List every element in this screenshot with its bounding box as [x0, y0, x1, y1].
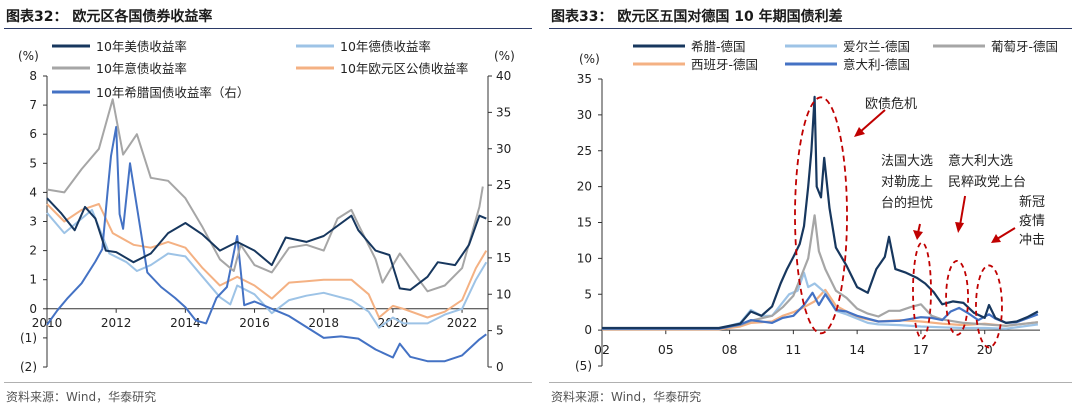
x-tick-label: 02 — [594, 342, 610, 357]
y-tick-label: 0 — [584, 323, 592, 337]
covid-arrow — [996, 227, 1016, 240]
right-tick-label: 35 — [496, 105, 511, 119]
series-line — [602, 271, 1039, 330]
figure-32-source-rule — [4, 382, 532, 383]
series-line — [46, 208, 488, 329]
y-tick-label: 30 — [577, 108, 592, 122]
bond-yield-chart: (%) (%)876543210(1)(2)4035302520151050201… — [18, 39, 515, 374]
x-tick-label: 2020 — [378, 316, 409, 330]
left-tick-label: 3 — [29, 215, 37, 229]
left-tick-label: 4 — [29, 185, 37, 199]
french-election-label: 台的担忧 — [881, 195, 933, 211]
series-line — [46, 197, 487, 291]
left-axis-unit: (%) — [18, 49, 39, 63]
right-axis-unit: (%) — [494, 49, 515, 63]
legend-label: 10年意债收益率 — [96, 61, 187, 76]
right-tick-label: 30 — [496, 142, 511, 156]
left-tick-label: 8 — [29, 69, 37, 83]
left-tick-label: (1) — [20, 331, 37, 345]
legend-label: 10年希腊国债收益率（右） — [96, 85, 249, 100]
figure-32-title-rule — [4, 28, 532, 29]
figure-33-title-rule — [549, 28, 1072, 29]
french-election-label: 法国大选 — [881, 154, 933, 169]
right-tick-label: 0 — [496, 360, 504, 374]
x-tick-label: 2012 — [101, 316, 132, 330]
italy-election-label: 意大利大选 — [948, 153, 1013, 169]
figure-32-title: 图表32： 欧元区各国债券收益率 — [6, 9, 213, 25]
series-line — [46, 203, 488, 319]
italy-election-ellipse — [945, 259, 969, 336]
x-tick-label: 2022 — [447, 316, 478, 330]
right-tick-label: 25 — [496, 178, 511, 192]
covid-label: 冲击 — [1019, 233, 1045, 248]
x-tick-label: 17 — [913, 342, 929, 357]
french-election-label: 对勒庞上 — [881, 174, 933, 190]
x-tick-label: 05 — [658, 342, 674, 357]
y-tick-label: (5) — [575, 359, 592, 373]
x-tick-label: 2018 — [308, 316, 339, 330]
left-tick-label: 0 — [29, 302, 37, 316]
legend-label: 西班牙-德国 — [691, 57, 758, 72]
covid-label: 新冠 — [1019, 194, 1045, 210]
legend-label: 葡萄牙-德国 — [991, 39, 1058, 54]
y-tick-label: 35 — [577, 72, 592, 86]
left-tick-label: 6 — [29, 127, 37, 141]
italy-election-arrowhead — [955, 222, 965, 233]
right-tick-label: 10 — [496, 287, 511, 301]
right-tick-label: 15 — [496, 251, 511, 265]
covid-ellipse — [975, 264, 1003, 349]
covid-arrowhead — [991, 234, 1001, 243]
legend-label: 10年美债收益率 — [96, 39, 187, 54]
series-line — [602, 214, 1039, 330]
x-tick-label: 2016 — [239, 316, 270, 330]
left-tick-label: 5 — [29, 156, 37, 170]
left-tick-label: 1 — [29, 273, 37, 287]
y-tick-label: 5 — [584, 287, 592, 301]
legend-label: 10年德债收益率 — [340, 39, 431, 54]
y-tick-label: 10 — [577, 251, 592, 265]
y-tick-label: 15 — [577, 216, 592, 230]
series-line — [602, 288, 1039, 331]
right-tick-label: 20 — [496, 215, 511, 229]
x-tick-label: 08 — [722, 342, 738, 357]
legend-label: 意大利-德国 — [843, 57, 910, 72]
euro-crisis-ellipse — [794, 96, 848, 335]
y-tick-label: 25 — [577, 144, 592, 158]
italy-election-arrow — [959, 195, 967, 226]
spread-chart: (%) 35 30 25 20 15 10 5 0 (5)02 05 08 11 14 17 20 希腊-德国 爱… — [575, 39, 1058, 373]
x-tick-label: 11 — [785, 342, 801, 357]
x-tick-label: 2014 — [170, 316, 201, 330]
figure-33-source: 资料来源：Wind，华泰研究 — [551, 390, 702, 404]
left-tick-label: (2) — [20, 360, 37, 374]
left-tick-label: 2 — [29, 244, 37, 258]
left-tick-label: 7 — [29, 98, 37, 112]
series-line — [602, 95, 1039, 330]
legend-label: 希腊-德国 — [691, 39, 746, 54]
french-election-arrowhead — [912, 230, 923, 240]
euro-crisis-arrow — [859, 109, 886, 133]
covid-label: 疫情 — [1019, 213, 1045, 229]
french-election-ellipse — [912, 241, 932, 340]
y-tick-label: 20 — [577, 180, 592, 194]
series-line — [46, 98, 484, 293]
right-tick-label: 40 — [496, 69, 511, 83]
euro-crisis-label: 欧债危机 — [865, 97, 917, 112]
figure-33-source-rule — [549, 382, 1072, 383]
right-tick-label: 5 — [496, 324, 504, 338]
italy-election-label: 民粹政党上台 — [948, 175, 1026, 190]
figure-32-panel: 图表32： 欧元区各国债券收益率 (%) (%) 8 7 6 5 4 3 2 1 0 (1) (2) 40… — [4, 9, 532, 404]
euro-crisis-arrowhead — [854, 127, 865, 137]
x-tick-label: 2010 — [32, 316, 63, 330]
x-tick-label: 14 — [849, 342, 865, 357]
x-tick-label: 20 — [977, 342, 993, 357]
series-line — [46, 125, 487, 363]
figure-33-panel: 图表33： 欧元区五国对德国 10 年期国债利差 (%) 35 30 25 20 15 10… — [545, 0, 1080, 410]
legend-label: 爱尔兰-德国 — [843, 39, 910, 54]
figure-32-source: 资料来源：Wind，华泰研究 — [6, 390, 157, 404]
figure-33-title: 图表33： 欧元区五国对德国 10 年期国债利差 — [551, 9, 843, 25]
legend-label: 10年欧元区公债收益率 — [340, 61, 468, 76]
y-axis-unit: (%) — [579, 52, 600, 66]
